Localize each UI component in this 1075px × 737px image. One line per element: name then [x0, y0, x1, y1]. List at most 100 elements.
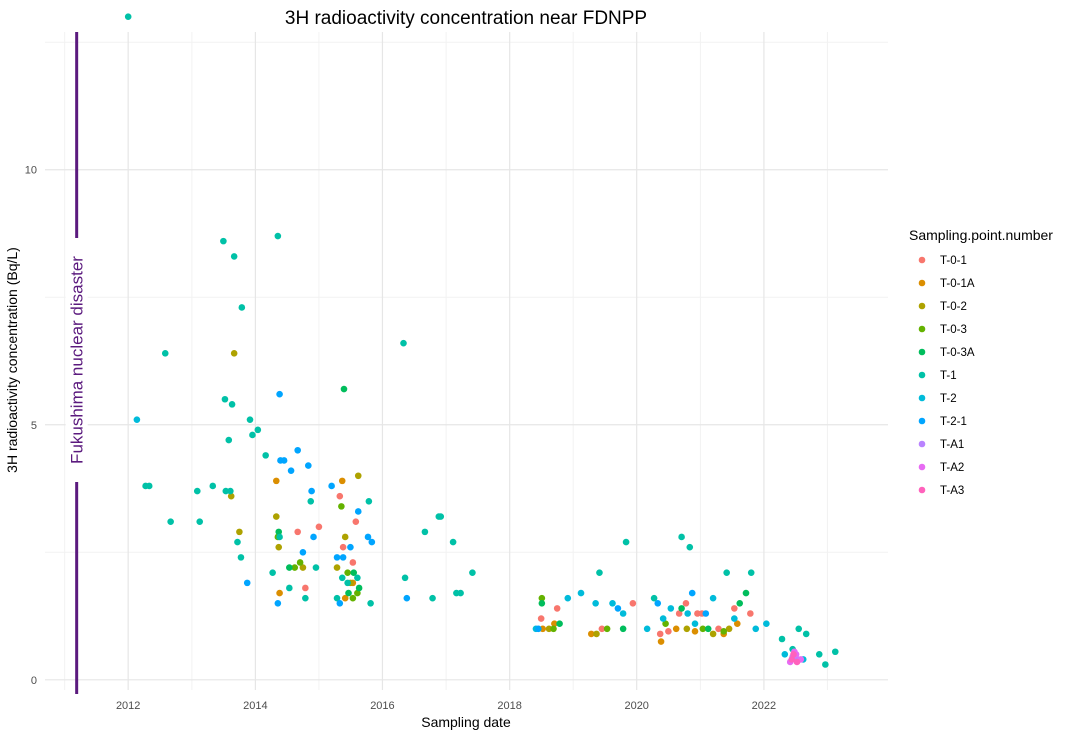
point-t-2-1: [368, 538, 376, 546]
point-t-1: [338, 574, 346, 582]
point-t-0-1a: [338, 477, 346, 485]
point-t-1: [286, 584, 293, 592]
x-tick-label: 2018: [497, 700, 521, 712]
point-t-0-3a: [736, 599, 744, 607]
legend-key-t-1: [918, 371, 926, 379]
point-t-1: [421, 528, 429, 536]
point-t-1: [196, 518, 204, 525]
point-t-1: [269, 569, 276, 576]
point-t-a3: [790, 650, 797, 658]
point-t-1: [262, 452, 269, 459]
point-t-0-3a: [340, 385, 348, 393]
point-t-2-1: [347, 543, 354, 551]
point-t-1: [400, 339, 407, 347]
point-t-1: [344, 579, 351, 587]
point-t-1: [678, 533, 685, 541]
point-t-2-1: [354, 508, 362, 515]
point-t-2: [592, 599, 599, 607]
point-t-1: [831, 648, 839, 656]
point-t-0-2: [236, 528, 243, 536]
point-t-2-1: [364, 533, 372, 541]
point-t-1: [815, 650, 823, 658]
point-t-0-3: [338, 503, 345, 510]
legend-label-t-1: T-1: [940, 370, 957, 382]
point-t-0-1a: [672, 625, 680, 633]
legend-label-t-a2: T-A2: [940, 462, 964, 474]
point-t-1: [228, 401, 236, 408]
point-t-1: [367, 599, 374, 607]
point-t-1: [222, 487, 230, 495]
point-t-2-1: [403, 594, 411, 602]
point-t-2-1: [339, 554, 347, 561]
legend-label-t-a1: T-A1: [940, 439, 964, 451]
point-t-a3: [793, 658, 801, 666]
legend-label-t-0-1a: T-0-1A: [940, 278, 975, 290]
legend-key-t-a1: [918, 440, 926, 448]
point-t-0-3: [720, 628, 728, 635]
point-t-1: [723, 569, 730, 576]
point-t-2-1: [276, 390, 283, 398]
point-t-2: [667, 605, 675, 612]
legend-key-t-0-1: [918, 256, 926, 264]
point-t-1: [209, 482, 217, 490]
data-points: [124, 13, 839, 668]
point-t-0-2: [341, 533, 349, 541]
point-t-2-1: [333, 554, 341, 561]
legend-key-t-a3: [918, 486, 926, 494]
point-t-0-1: [629, 599, 637, 607]
point-t-1: [230, 253, 238, 260]
point-t-2: [763, 620, 770, 627]
legend: Sampling.point.number T-0-1 T-0-1A T-0-2 T-…: [909, 227, 1053, 497]
point-t-1: [193, 487, 201, 495]
legend-label-t-0-1: T-0-1: [940, 255, 967, 267]
y-tick-label: 10: [25, 165, 37, 177]
point-t-1: [354, 574, 361, 582]
point-t-1: [237, 554, 245, 561]
x-tick-label: 2020: [624, 700, 648, 712]
legend-label-t-0-2: T-0-2: [940, 301, 967, 313]
point-t-1: [686, 543, 694, 551]
chart-title: 3H radioactivity concentration near FDNP…: [285, 8, 647, 29]
point-t-2-1: [654, 599, 662, 607]
legend-label-t-0-3: T-0-3: [940, 324, 967, 336]
point-t-1: [437, 513, 445, 520]
legend-label-t-a3: T-A3: [940, 485, 964, 497]
point-t-0-1: [747, 610, 754, 617]
point-t-1: [161, 350, 169, 357]
annotation-label: Fukushima nuclear disaster: [68, 256, 87, 464]
point-t-0-1: [553, 605, 561, 612]
point-t-1: [145, 482, 153, 490]
point-t-1: [822, 661, 829, 668]
point-t-2-1: [702, 610, 710, 617]
legend-key-t-0-3: [918, 325, 926, 333]
point-t-2: [577, 589, 585, 597]
point-t-1: [457, 589, 464, 597]
point-t-1: [312, 564, 320, 571]
point-t-0-3: [354, 589, 361, 597]
point-t-2-1: [287, 467, 295, 474]
point-t-0-1a: [276, 589, 283, 597]
point-t-0-2: [230, 350, 238, 357]
point-t-0-2: [709, 630, 717, 638]
point-t-1: [429, 594, 436, 602]
grid: [45, 32, 888, 690]
point-t-1: [124, 13, 132, 20]
x-axis-title: Sampling date: [421, 714, 511, 730]
point-t-0-3a: [556, 620, 563, 627]
point-t-1: [795, 625, 803, 633]
point-t-1: [234, 538, 241, 546]
point-t-1: [220, 237, 227, 245]
point-t-0-3a: [678, 605, 685, 612]
y-axis: 0 5 10: [25, 165, 37, 687]
point-t-2: [709, 594, 717, 602]
point-t-0-3a: [286, 564, 293, 571]
point-t-2-1: [305, 462, 312, 469]
point-t-1: [225, 436, 233, 444]
point-t-0-3: [603, 625, 611, 633]
point-t-1: [778, 635, 786, 643]
point-t-0-3a: [350, 569, 358, 576]
point-t-0-2: [545, 625, 553, 633]
point-t-2: [619, 610, 627, 617]
point-t-1: [469, 569, 476, 576]
